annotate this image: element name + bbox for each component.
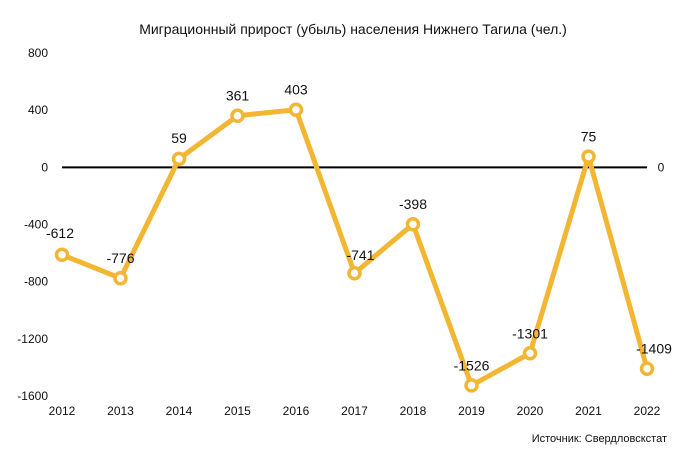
data-point-marker (639, 361, 655, 376)
data-point-marker (171, 151, 187, 167)
series-group (54, 102, 655, 393)
y-axis: 800 400 0 -400 -800 -1200 -1600 (17, 46, 48, 403)
chart-title: Миграционный прирост (убыль) населения Н… (139, 21, 567, 37)
data-label: 403 (284, 82, 308, 98)
data-point-marker (54, 247, 70, 263)
x-tick-label: 2016 (283, 404, 310, 418)
x-tick-label: 2022 (634, 404, 661, 418)
data-label: -398 (399, 196, 427, 212)
x-tick-label: 2014 (166, 404, 193, 418)
y-tick-label: 800 (28, 46, 48, 60)
data-label: 361 (226, 88, 250, 104)
data-point-marker (230, 108, 245, 123)
y-tick-label: -1200 (17, 332, 48, 346)
data-label: 75 (581, 129, 597, 145)
data-label: -1526 (454, 357, 490, 373)
x-tick-label: 2013 (107, 404, 134, 418)
x-tick-label: 2015 (224, 404, 251, 418)
data-point-marker (405, 216, 421, 232)
data-label: -776 (106, 250, 134, 266)
data-label: 59 (171, 130, 187, 146)
data-labels-group: -612 -776 59 361 403 -741 -398 -1526 -1301 75 -140… (46, 82, 672, 374)
x-tick-label: 2012 (49, 404, 76, 418)
x-tick-label: 2017 (341, 404, 368, 418)
x-tick-label: 2021 (575, 404, 602, 418)
data-point-marker (288, 102, 304, 117)
zero-line-group: 0 (62, 160, 665, 174)
x-axis: 2012 2013 2014 2015 2016 2017 2018 2019 2020 2021… (49, 404, 661, 418)
data-point-marker (522, 346, 538, 361)
y-tick-label: -800 (24, 275, 48, 289)
y-tick-label: -400 (24, 218, 48, 232)
data-label: -612 (46, 225, 74, 241)
data-label: -1301 (512, 325, 548, 341)
y-tick-label: -1600 (17, 389, 48, 403)
data-point-marker (113, 270, 128, 286)
data-label: -1409 (636, 341, 672, 357)
source-note: Источник: Свердловскстат (532, 433, 667, 445)
x-tick-label: 2018 (400, 404, 427, 418)
x-tick-label: 2020 (517, 404, 544, 418)
zero-line-right-label: 0 (658, 160, 665, 174)
y-tick-label: 0 (41, 160, 48, 174)
data-label: -741 (346, 247, 374, 263)
data-point-marker (347, 265, 362, 281)
data-point-marker (464, 378, 479, 393)
data-point-marker (581, 149, 596, 164)
y-tick-label: 400 (28, 103, 48, 117)
x-tick-label: 2019 (458, 404, 485, 418)
